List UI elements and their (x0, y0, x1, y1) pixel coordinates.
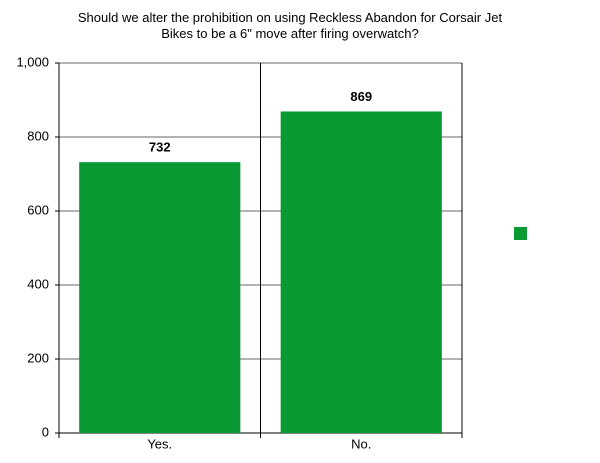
bar (280, 111, 442, 433)
y-tick-label: 600 (27, 202, 49, 217)
y-tick-label: 0 (42, 424, 49, 439)
y-tick-label: 400 (27, 276, 49, 291)
bar (79, 162, 241, 433)
data-label: 869 (350, 89, 372, 104)
legend-swatch (514, 227, 527, 240)
x-tick-label: No. (351, 436, 371, 451)
chart-title: Should we alter the prohibition on using… (77, 10, 503, 41)
y-tick-label: 200 (27, 350, 49, 365)
x-tick-label: Yes. (147, 436, 172, 451)
y-tick-label: 800 (27, 128, 49, 143)
y-tick-label: 1,000 (16, 54, 49, 69)
data-label: 732 (149, 140, 171, 155)
